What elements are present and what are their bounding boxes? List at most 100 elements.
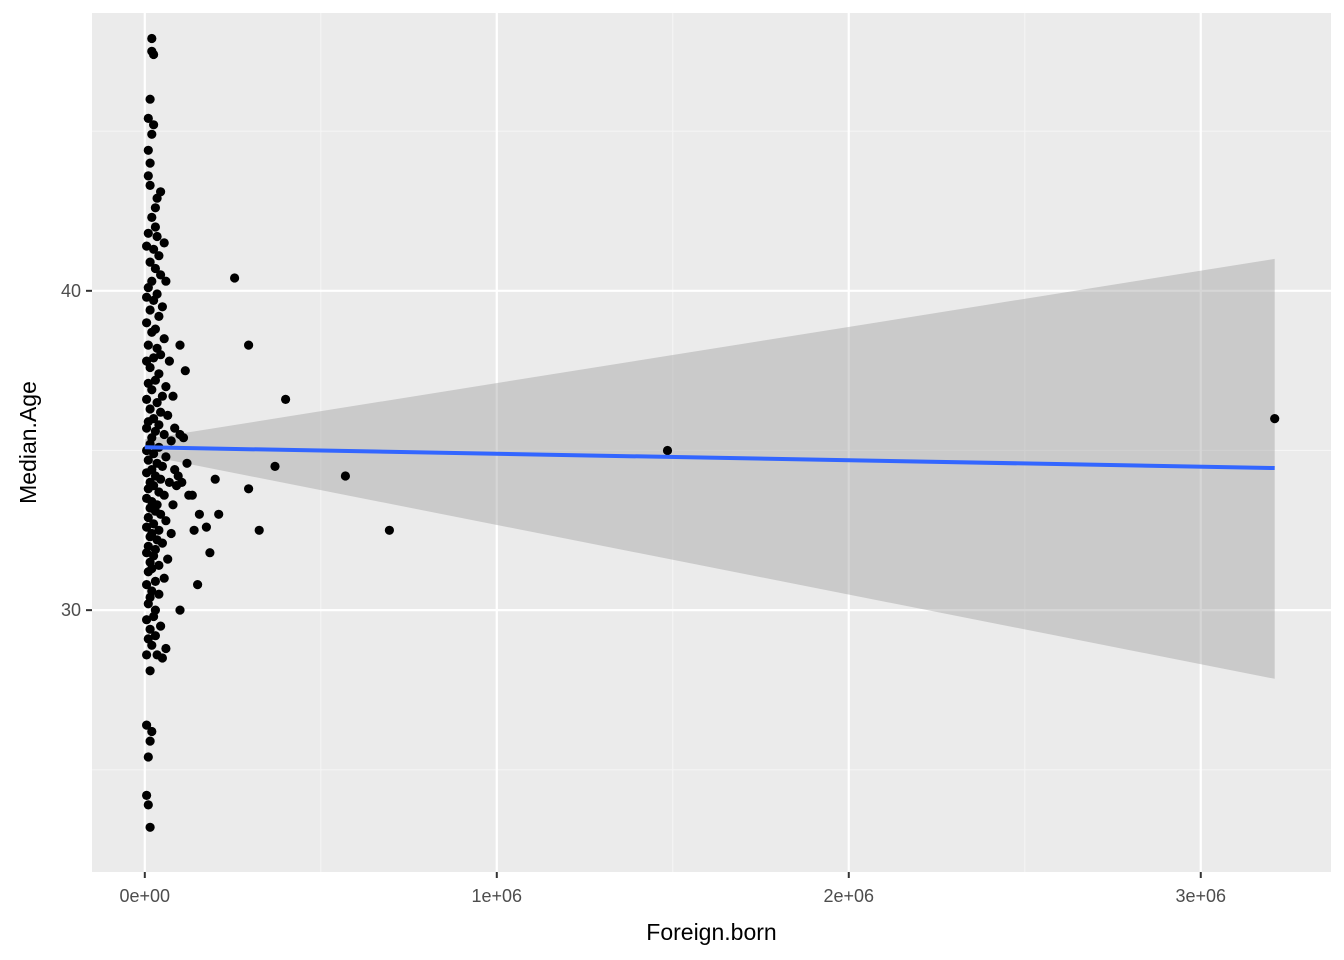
data-point	[149, 49, 159, 60]
data-point	[143, 283, 153, 293]
data-point	[244, 340, 254, 350]
y-axis-title: Median.Age	[15, 381, 41, 504]
data-point	[156, 270, 166, 280]
data-point	[152, 193, 162, 203]
data-point	[149, 353, 159, 363]
data-point	[205, 548, 215, 558]
data-point	[156, 621, 166, 631]
data-point	[142, 318, 152, 328]
fit-line	[144, 445, 1275, 471]
data-point	[143, 228, 153, 238]
data-point	[154, 251, 164, 261]
data-point	[157, 538, 167, 548]
data-point	[175, 340, 185, 350]
data-point	[142, 720, 152, 730]
data-point	[161, 452, 171, 462]
data-point	[159, 334, 169, 344]
data-point	[230, 273, 240, 283]
data-point	[149, 611, 159, 622]
x-tick-label: 1e+06	[472, 886, 523, 906]
data-point	[142, 292, 152, 302]
data-point	[161, 382, 171, 392]
data-point	[384, 525, 394, 535]
data-point	[145, 666, 155, 676]
data-point	[142, 423, 152, 433]
data-point	[145, 158, 155, 168]
data-point	[164, 356, 174, 366]
data-point	[178, 433, 189, 443]
data-point	[149, 295, 159, 305]
data-point	[147, 640, 157, 650]
data-point	[156, 474, 166, 484]
data-point	[145, 305, 155, 315]
data-point	[150, 203, 160, 213]
data-point	[340, 471, 350, 481]
y-tick-label: 40	[61, 281, 81, 301]
x-axis-title: Foreign.born	[646, 919, 776, 945]
data-point	[145, 94, 155, 104]
confidence-band	[144, 258, 1275, 679]
data-point	[154, 589, 164, 599]
plot-panel	[92, 13, 1331, 872]
data-point	[150, 375, 160, 385]
data-point	[159, 429, 169, 440]
data-point	[145, 180, 155, 190]
data-point	[154, 311, 164, 321]
data-point	[143, 752, 153, 762]
y-axis-ticks: 30 40	[61, 281, 92, 620]
x-tick-label: 2e+06	[823, 886, 874, 906]
data-point	[142, 580, 152, 590]
data-point	[161, 276, 171, 286]
data-point	[147, 726, 157, 737]
data-point	[145, 736, 155, 746]
y-tick-label: 30	[61, 600, 81, 620]
data-point	[150, 576, 160, 587]
data-point	[194, 509, 204, 519]
data-point	[159, 490, 169, 500]
data-point	[142, 790, 152, 801]
data-point	[143, 800, 153, 810]
data-point	[143, 340, 153, 350]
data-point	[159, 573, 169, 583]
data-point	[149, 519, 159, 529]
data-point	[142, 650, 152, 660]
data-point	[163, 554, 173, 564]
data-point	[143, 567, 153, 577]
data-point	[143, 145, 153, 155]
data-point	[157, 391, 167, 401]
data-point	[254, 525, 264, 535]
data-point	[150, 263, 160, 274]
data-point	[154, 525, 164, 535]
data-point	[156, 407, 166, 417]
data-point	[145, 624, 155, 634]
data-point	[157, 461, 167, 471]
data-point	[143, 171, 153, 181]
data-point	[180, 366, 190, 376]
data-point	[149, 244, 159, 254]
data-point	[187, 490, 197, 500]
data-point	[147, 327, 157, 337]
data-point	[170, 423, 180, 433]
data-point	[157, 653, 167, 663]
data-point	[168, 500, 178, 510]
data-point	[171, 481, 182, 491]
data-point	[159, 238, 169, 248]
data-point	[152, 231, 162, 242]
data-point	[270, 461, 280, 471]
data-point	[152, 398, 162, 408]
data-point	[149, 449, 159, 459]
data-point	[156, 509, 166, 519]
data-point	[143, 484, 153, 494]
data-point	[147, 212, 157, 222]
data-point	[142, 522, 152, 532]
data-point	[154, 560, 164, 571]
data-point	[175, 605, 185, 615]
data-point	[214, 509, 224, 519]
data-point	[145, 257, 155, 267]
data-point	[145, 822, 155, 832]
data-point	[281, 394, 291, 404]
data-point	[145, 404, 155, 414]
data-point	[1270, 414, 1280, 424]
